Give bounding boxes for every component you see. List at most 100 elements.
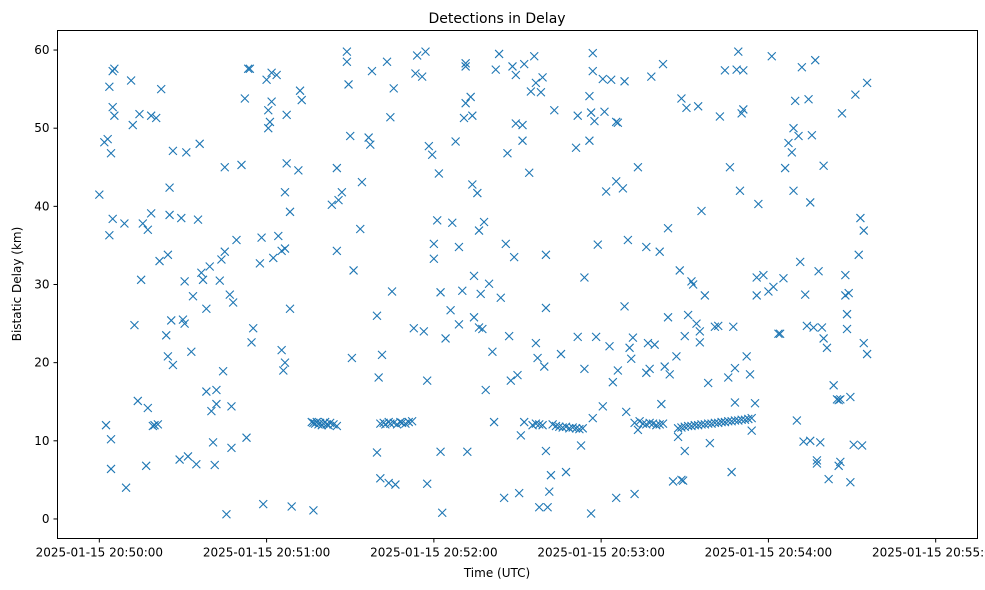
data-point [295, 86, 305, 96]
data-point [332, 246, 342, 256]
data-point [814, 266, 823, 276]
data-point [293, 166, 303, 175]
data-point [621, 407, 631, 417]
data-point [212, 385, 221, 395]
data-point [243, 64, 253, 74]
data-point [745, 369, 755, 379]
data-point [126, 76, 136, 85]
data-point [459, 113, 469, 123]
data-point [844, 288, 854, 298]
data-point [656, 399, 666, 409]
data-point [628, 333, 638, 343]
data-point [466, 92, 476, 102]
data-point [282, 110, 292, 120]
data-point [176, 213, 186, 223]
data-point [623, 235, 633, 245]
data-point [812, 455, 822, 465]
data-point [434, 169, 444, 178]
data-point [534, 502, 544, 512]
data-point [215, 276, 225, 285]
data-point [472, 188, 482, 198]
data-point [382, 57, 392, 67]
data-point [556, 349, 566, 359]
data-point [163, 250, 173, 260]
data-point [849, 440, 859, 450]
data-point [143, 225, 153, 235]
data-point [257, 233, 266, 242]
data-point [272, 70, 282, 80]
data-point [196, 268, 206, 278]
data-point [747, 426, 757, 436]
data-point [812, 459, 822, 468]
data-point [222, 509, 231, 519]
data-point [494, 49, 504, 59]
data-point [227, 402, 236, 411]
data-point [613, 366, 623, 375]
data-point [519, 417, 529, 427]
data-point [625, 343, 634, 353]
data-point [141, 461, 151, 471]
data-point [247, 337, 256, 347]
data-point [364, 133, 374, 142]
data-point [600, 107, 609, 117]
data-point [511, 119, 521, 128]
data-point [461, 58, 471, 68]
data-point [508, 62, 517, 71]
data-point [660, 362, 670, 371]
data-point [810, 55, 820, 65]
y-tick-label: 20 [34, 356, 49, 370]
data-point [186, 347, 196, 357]
data-point [524, 168, 534, 178]
data-point [738, 65, 748, 75]
data-point [713, 321, 723, 331]
data-point [225, 290, 235, 300]
data-point [94, 190, 104, 200]
data-point [620, 76, 629, 86]
data-point [309, 505, 318, 515]
data-point [218, 366, 228, 376]
data-point [153, 420, 163, 429]
data-point [407, 416, 417, 426]
data-point [237, 160, 246, 170]
data-point [506, 376, 516, 386]
x-axis-label: Time (UTC) [463, 566, 530, 580]
data-point [531, 78, 541, 88]
data-point [374, 373, 384, 382]
data-point [345, 131, 355, 141]
data-point [753, 199, 763, 209]
data-point [447, 218, 457, 228]
data-point [513, 370, 522, 380]
data-point [835, 457, 845, 467]
data-point [342, 47, 352, 56]
data-point [854, 250, 864, 260]
x-tick-label: 2025-01-15 20:55:00 [872, 546, 985, 560]
data-point [688, 280, 698, 289]
data-point [121, 483, 131, 493]
data-point [280, 358, 290, 368]
data-point [551, 421, 561, 431]
data-point [454, 242, 464, 252]
data-point [538, 73, 547, 82]
data-point [538, 420, 547, 430]
y-axis-label: Bistatic Delay (km) [10, 227, 24, 342]
data-point [143, 403, 153, 413]
data-point [136, 275, 146, 285]
data-point [285, 207, 295, 217]
data-point [191, 459, 201, 469]
data-point [255, 259, 265, 268]
data-point [533, 353, 542, 363]
data-point [630, 418, 639, 428]
data-point [469, 312, 479, 322]
data-point [784, 138, 793, 148]
data-point [611, 493, 621, 503]
data-point [422, 479, 432, 489]
data-point [248, 323, 258, 333]
data-point [680, 331, 690, 341]
data-point [489, 417, 499, 427]
data-point [280, 187, 290, 197]
data-point [437, 508, 447, 518]
data-point [529, 51, 539, 61]
data-point [829, 380, 839, 390]
data-point [759, 270, 768, 280]
